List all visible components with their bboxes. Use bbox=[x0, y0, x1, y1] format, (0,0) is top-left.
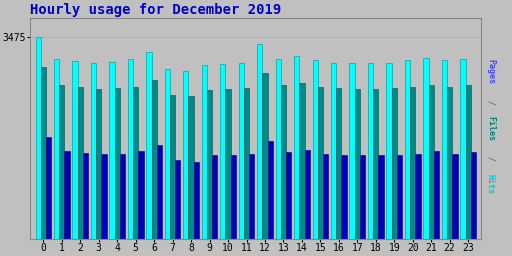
Bar bbox=[170, 95, 175, 239]
Bar bbox=[331, 63, 336, 239]
Bar bbox=[392, 88, 397, 239]
Bar bbox=[405, 60, 410, 239]
Bar bbox=[452, 154, 458, 239]
Bar bbox=[152, 80, 157, 239]
Bar bbox=[91, 63, 96, 239]
Bar bbox=[442, 60, 447, 239]
Bar bbox=[397, 155, 402, 239]
Text: Hourly usage for December 2019: Hourly usage for December 2019 bbox=[30, 3, 282, 17]
Bar bbox=[73, 61, 78, 239]
Text: Files: Files bbox=[486, 115, 495, 141]
Bar bbox=[447, 87, 452, 239]
Bar bbox=[244, 88, 249, 239]
Bar bbox=[220, 64, 225, 239]
Bar bbox=[318, 87, 323, 239]
Bar bbox=[138, 151, 143, 239]
Bar bbox=[35, 37, 41, 239]
Bar bbox=[78, 87, 83, 239]
Bar bbox=[65, 151, 70, 239]
Bar bbox=[175, 160, 181, 239]
Bar bbox=[312, 60, 318, 239]
Bar bbox=[342, 155, 347, 239]
Bar bbox=[268, 141, 273, 239]
Bar bbox=[133, 87, 138, 239]
Bar bbox=[231, 155, 236, 239]
Bar bbox=[286, 152, 291, 239]
Bar bbox=[350, 63, 355, 239]
Bar bbox=[275, 59, 281, 239]
Bar bbox=[378, 155, 383, 239]
Bar bbox=[294, 56, 300, 239]
Bar bbox=[96, 89, 101, 239]
Bar bbox=[188, 97, 194, 239]
Text: /: / bbox=[486, 100, 495, 105]
Bar bbox=[202, 65, 207, 239]
Bar bbox=[207, 90, 212, 239]
Bar bbox=[410, 87, 415, 239]
Bar bbox=[249, 154, 254, 239]
Bar bbox=[54, 59, 59, 239]
Bar bbox=[59, 85, 65, 239]
Bar bbox=[460, 59, 465, 239]
Bar bbox=[225, 89, 231, 239]
Bar bbox=[115, 88, 120, 239]
Bar bbox=[257, 44, 262, 239]
Text: Pages: Pages bbox=[486, 59, 495, 84]
Bar bbox=[323, 154, 328, 239]
Bar bbox=[212, 155, 218, 239]
Bar bbox=[465, 86, 471, 239]
Bar bbox=[194, 162, 199, 239]
Bar bbox=[423, 58, 429, 239]
Bar bbox=[41, 67, 46, 239]
Bar bbox=[368, 63, 373, 239]
Bar bbox=[360, 155, 365, 239]
Bar bbox=[429, 85, 434, 239]
Bar bbox=[336, 88, 342, 239]
Bar bbox=[157, 145, 162, 239]
Text: /: / bbox=[486, 156, 495, 161]
Bar bbox=[120, 154, 125, 239]
Bar bbox=[281, 86, 286, 239]
Bar bbox=[387, 63, 392, 239]
Bar bbox=[83, 153, 88, 239]
Bar bbox=[305, 150, 310, 239]
Bar bbox=[110, 62, 115, 239]
Bar bbox=[471, 152, 476, 239]
Bar bbox=[434, 151, 439, 239]
Bar bbox=[355, 89, 360, 239]
Bar bbox=[46, 137, 51, 239]
Bar bbox=[373, 89, 378, 239]
Bar bbox=[262, 73, 268, 239]
Bar bbox=[146, 52, 152, 239]
Bar bbox=[183, 71, 188, 239]
Bar bbox=[300, 83, 305, 239]
Text: Hits: Hits bbox=[486, 174, 495, 194]
Bar bbox=[415, 154, 420, 239]
Bar bbox=[239, 63, 244, 239]
Bar bbox=[101, 154, 106, 239]
Bar bbox=[128, 59, 133, 239]
Bar bbox=[165, 69, 170, 239]
